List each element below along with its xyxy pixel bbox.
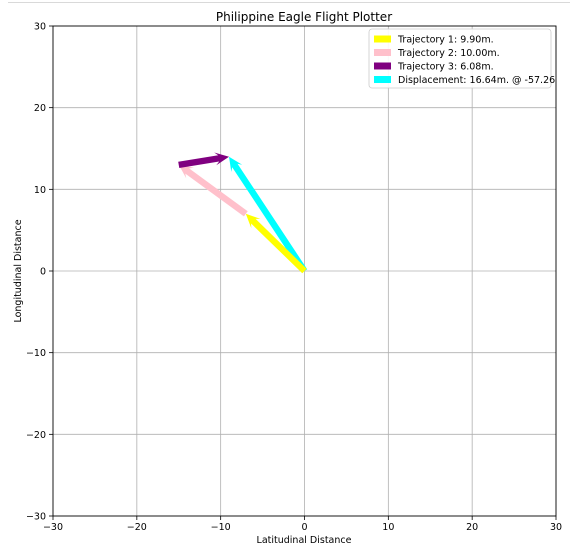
x-tick-label: 30 xyxy=(550,522,562,533)
axes: −30 −20 −10 0 10 20 30 −30 −20 −10 0 10 20 30 xyxy=(26,22,562,534)
x-tick-label: 20 xyxy=(466,522,478,533)
legend-swatch xyxy=(374,62,391,70)
arrow-trajectory-3 xyxy=(178,152,229,168)
y-tick-label: 10 xyxy=(34,185,46,196)
x-tick-label: 0 xyxy=(301,522,307,533)
y-axis-label: Longitudinal Distance xyxy=(13,219,24,322)
x-tick-label: −10 xyxy=(211,522,231,533)
y-tick-label: 0 xyxy=(40,267,46,278)
arrow-trajectory-2 xyxy=(178,164,248,217)
x-tick-label: 10 xyxy=(382,522,394,533)
arrow-trajectory-1 xyxy=(245,213,307,274)
x-tick-label: −30 xyxy=(43,522,63,533)
legend-label: Trajectory 3: 6.08m. xyxy=(397,62,494,73)
y-tick-label: 20 xyxy=(34,103,46,114)
legend-label: Trajectory 2: 10.00m. xyxy=(397,48,500,59)
chart-title: Philippine Eagle Flight Plotter xyxy=(216,10,392,24)
legend-label: Trajectory 1: 9.90m. xyxy=(397,35,494,46)
legend-swatch xyxy=(374,76,391,83)
y-tick-label: −30 xyxy=(26,512,46,523)
x-axis-label: Latitudinal Distance xyxy=(257,535,352,546)
top-divider xyxy=(8,2,570,3)
legend-box xyxy=(368,28,552,89)
legend-label: Displacement: 16.64m. @ -57.26 xyxy=(398,75,555,86)
y-tick-label: −10 xyxy=(26,348,46,359)
legend-swatch xyxy=(374,49,391,56)
y-tick-label: −20 xyxy=(26,430,46,441)
arrows xyxy=(178,152,308,274)
y-tick-label: 30 xyxy=(34,22,46,33)
x-tick-label: −20 xyxy=(127,522,147,533)
legend-swatch xyxy=(374,35,391,43)
legend: Trajectory 1: 9.90m. Trajectory 2: 10.00m… xyxy=(368,28,555,89)
arrow-trajectory-4 xyxy=(229,156,308,273)
grid xyxy=(53,26,556,516)
